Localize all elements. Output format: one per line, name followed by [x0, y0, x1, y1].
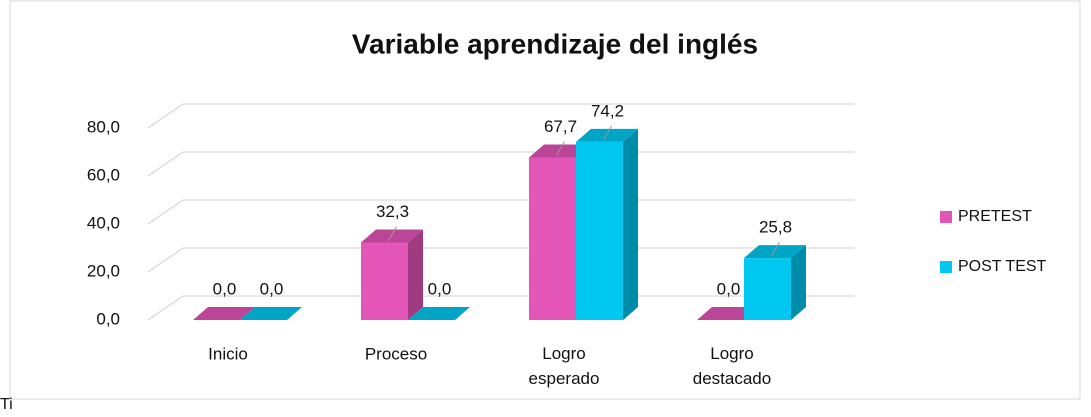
bar-face: [744, 245, 806, 259]
bar-face: [623, 128, 638, 320]
bar-face: [193, 307, 255, 320]
x-tick-label: Logro esperado: [529, 344, 600, 388]
bar: [408, 307, 470, 320]
bar: [361, 229, 423, 320]
bar-face: [408, 307, 470, 320]
bar-face: [361, 229, 423, 243]
bar-face: [744, 258, 791, 320]
legend-label: POST TEST: [958, 258, 1047, 275]
data-label: 25,8: [759, 218, 792, 237]
data-label: 0,0: [428, 279, 452, 298]
bar: [240, 307, 302, 320]
bar: [697, 307, 759, 320]
bar: [576, 128, 638, 320]
y-tick-label: 40,0: [87, 213, 120, 232]
bar-face: [408, 229, 423, 320]
y-tick-label: 80,0: [87, 117, 120, 136]
chart-title: Variable aprendizaje del inglés: [352, 28, 758, 59]
bar-face: [697, 307, 759, 320]
x-tick-label: Proceso: [365, 344, 427, 363]
bar-face: [529, 144, 591, 158]
data-label: 0,0: [260, 279, 284, 298]
caption-fragment: Ti: [0, 396, 13, 413]
bar-face: [576, 141, 623, 320]
bar-face: [791, 245, 806, 320]
data-label: 0,0: [213, 279, 237, 298]
y-tick-label: 0,0: [96, 309, 120, 328]
legend-swatch: [940, 261, 952, 273]
bar-face: [361, 242, 408, 320]
leader-line: [556, 141, 565, 156]
legend-label: PRETEST: [958, 208, 1032, 225]
data-label: 67,7: [544, 117, 577, 136]
leader-line: [603, 125, 612, 141]
bar-face: [240, 307, 302, 320]
bar-face: [576, 128, 638, 142]
bar-face: [529, 157, 576, 320]
data-label: 32,3: [376, 202, 409, 221]
grid-line: [147, 103, 855, 129]
bar: [744, 245, 806, 320]
leader-line: [771, 241, 780, 257]
x-tick-label: Logro destacado: [693, 344, 771, 388]
data-label: 74,2: [591, 101, 624, 120]
x-tick-label: Inicio: [208, 344, 248, 363]
leader-line: [388, 226, 397, 241]
bar: [193, 307, 255, 320]
y-tick-label: 20,0: [87, 261, 120, 280]
y-tick-label: 60,0: [87, 165, 120, 184]
data-label: 0,0: [717, 279, 741, 298]
legend-swatch: [940, 211, 952, 223]
